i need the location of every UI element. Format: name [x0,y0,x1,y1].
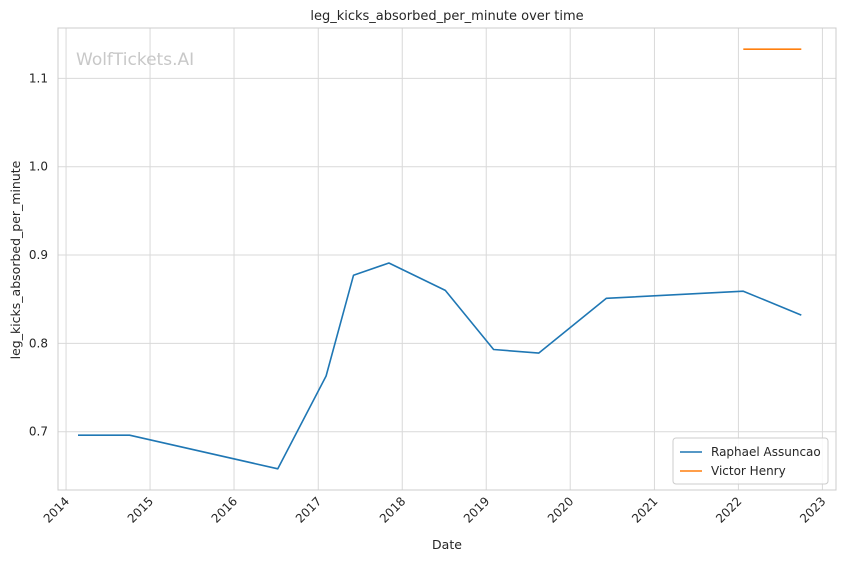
y-axis-ticks: 0.7 0.8 0.9 1.0 1.1 [29,71,48,438]
y-tick-label: 1.0 [29,160,48,174]
legend-box [672,437,829,485]
y-tick-label: 0.7 [29,425,48,439]
y-tick-label: 0.8 [29,336,48,350]
legend-label: Raphael Assuncao [711,445,821,459]
y-axis-title: leg_kicks_absorbed_per_minute [8,160,23,359]
legend: Raphael Assuncao Victor Henry [672,437,829,485]
grid [58,28,836,490]
plot-frame [57,27,837,491]
watermark: WolfTickets.AI [76,50,194,70]
x-axis-title: Date [432,537,462,552]
y-tick-label: 0.9 [29,248,48,262]
y-tick-label: 1.1 [29,71,48,85]
legend-label: Victor Henry [711,464,786,478]
series-layer [78,48,802,470]
series-line-0 [78,262,802,470]
chart-title: leg_kicks_absorbed_per_minute over time [310,9,583,24]
